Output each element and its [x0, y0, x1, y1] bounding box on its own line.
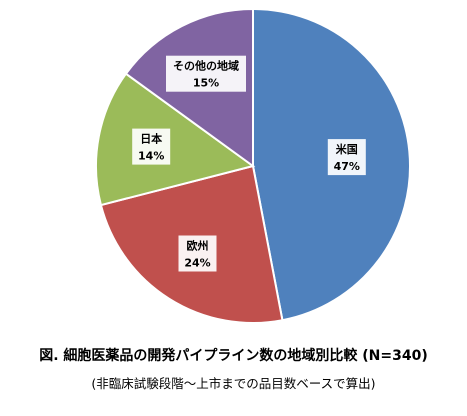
- pie-slice-japan: [94, 72, 256, 207]
- pie-label-name-japan: 日本: [140, 132, 162, 146]
- pie-chart: 米国 47% 欧州 24% 日本 14% その他の地域 15%: [94, 7, 412, 324]
- pie-label-name-us: 米国: [335, 142, 358, 156]
- pie-label-name-europe: 欧州: [187, 239, 209, 253]
- pie-label-us: 米国 47%: [327, 139, 366, 176]
- pie-label-box-us: [327, 139, 366, 176]
- pie-label-europe: 欧州 24%: [178, 235, 217, 272]
- pie-label-value-japan: 14%: [138, 150, 164, 163]
- pie-label-japan: 日本 14%: [132, 128, 171, 165]
- figure-caption-subtitle: (非臨床試験段階～上市までの品目数ベースで算出): [91, 376, 376, 391]
- pie-labels: 米国 47% 欧州 24% 日本 14% その他の地域 15%: [132, 55, 366, 272]
- pie-label-box-other: [166, 55, 246, 92]
- pie-label-value-us: 47%: [334, 160, 360, 173]
- pie-label-box-japan: [132, 128, 171, 165]
- pie-label-box-europe: [178, 235, 217, 272]
- pie-label-name-other: その他の地域: [173, 59, 239, 73]
- figure-caption-title: 図. 細胞医薬品の開発パイプライン数の地域別比較 (N=340): [39, 348, 428, 364]
- pie-label-value-other: 15%: [193, 77, 219, 90]
- pie-label-value-europe: 24%: [184, 257, 210, 270]
- pie-label-other: その他の地域 15%: [166, 55, 246, 92]
